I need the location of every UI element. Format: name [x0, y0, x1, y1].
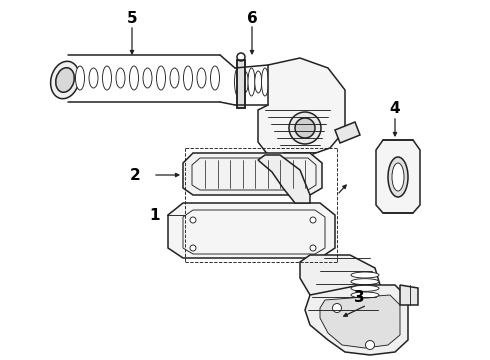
- Polygon shape: [320, 295, 400, 348]
- Ellipse shape: [102, 66, 112, 90]
- Ellipse shape: [190, 217, 196, 223]
- Polygon shape: [183, 153, 322, 195]
- Ellipse shape: [289, 112, 321, 144]
- Ellipse shape: [129, 66, 139, 90]
- Ellipse shape: [248, 68, 255, 96]
- Text: 1: 1: [150, 207, 160, 222]
- Text: 2: 2: [130, 167, 140, 183]
- Polygon shape: [376, 140, 420, 213]
- Ellipse shape: [392, 163, 404, 191]
- Ellipse shape: [235, 68, 242, 96]
- Text: 5: 5: [127, 10, 137, 26]
- Ellipse shape: [241, 71, 248, 93]
- Ellipse shape: [351, 285, 379, 291]
- Polygon shape: [258, 58, 345, 160]
- Polygon shape: [305, 285, 408, 355]
- Ellipse shape: [262, 68, 269, 96]
- Ellipse shape: [310, 217, 316, 223]
- Polygon shape: [258, 155, 310, 203]
- Ellipse shape: [255, 71, 262, 93]
- Ellipse shape: [50, 61, 79, 99]
- Text: 6: 6: [246, 10, 257, 26]
- Text: 4: 4: [390, 100, 400, 116]
- Ellipse shape: [310, 245, 316, 251]
- Ellipse shape: [351, 292, 379, 298]
- Polygon shape: [237, 60, 245, 108]
- Ellipse shape: [143, 68, 152, 88]
- Ellipse shape: [366, 341, 374, 350]
- Ellipse shape: [156, 66, 166, 90]
- Polygon shape: [400, 285, 418, 305]
- Polygon shape: [335, 122, 360, 143]
- Ellipse shape: [333, 303, 342, 312]
- Ellipse shape: [197, 68, 206, 88]
- Ellipse shape: [183, 66, 193, 90]
- Polygon shape: [168, 203, 335, 258]
- Ellipse shape: [388, 157, 408, 197]
- Ellipse shape: [351, 279, 379, 285]
- Ellipse shape: [211, 66, 220, 90]
- Ellipse shape: [351, 272, 379, 278]
- Ellipse shape: [237, 53, 245, 61]
- Ellipse shape: [116, 68, 125, 88]
- Ellipse shape: [295, 118, 315, 138]
- Ellipse shape: [170, 68, 179, 88]
- Ellipse shape: [75, 66, 84, 90]
- Polygon shape: [300, 255, 380, 312]
- Ellipse shape: [56, 68, 74, 92]
- Ellipse shape: [190, 245, 196, 251]
- Text: 3: 3: [354, 291, 365, 306]
- Ellipse shape: [89, 68, 98, 88]
